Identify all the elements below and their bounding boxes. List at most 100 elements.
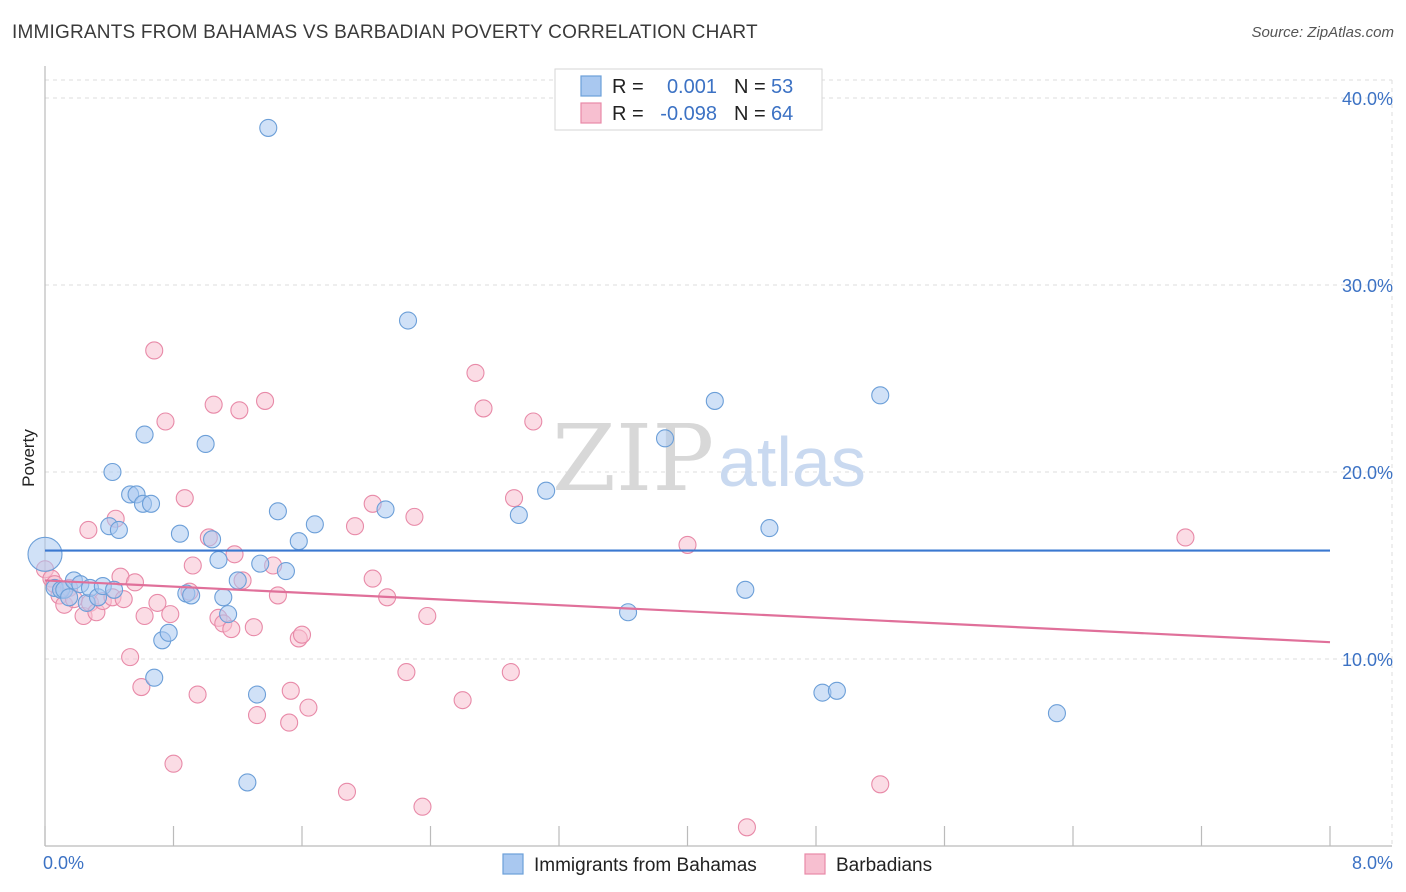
y-tick-label: 40.0% <box>1342 89 1393 109</box>
point-barbadians <box>871 775 890 794</box>
source-label: Source: ZipAtlas.com <box>1251 24 1394 41</box>
point-bahamas <box>203 530 222 549</box>
point-barbadians <box>204 395 223 414</box>
point-bahamas <box>276 562 295 581</box>
legend-r-value-a: 0.001 <box>667 76 717 98</box>
point-bahamas <box>145 668 164 687</box>
point-bahamas <box>398 311 418 330</box>
point-bahamas <box>238 773 257 792</box>
point-barbadians <box>175 489 194 508</box>
x-tick-label-max: 8.0% <box>1352 853 1393 873</box>
point-barbadians <box>299 698 318 717</box>
point-bahamas <box>228 571 247 590</box>
series-legend: Immigrants from Bahamas Barbadians <box>502 853 932 876</box>
legend-swatch-barbadians <box>580 102 602 124</box>
chart-title: IMMIGRANTS FROM BAHAMAS VS BARBADIAN POV… <box>12 22 758 43</box>
bottom-legend-label-barbadians: Barbadians <box>836 855 932 876</box>
y-tick-labels: 10.0% 20.0% 30.0% 40.0% <box>1342 89 1393 670</box>
point-barbadians <box>145 341 164 360</box>
point-barbadians <box>474 399 493 418</box>
point-bahamas <box>509 505 528 525</box>
point-barbadians <box>156 412 175 431</box>
point-barbadians <box>504 489 524 508</box>
point-bahamas <box>135 425 154 444</box>
y-tick-label: 10.0% <box>1342 650 1393 670</box>
point-barbadians <box>1176 528 1195 547</box>
legend-swatch-bahamas <box>580 75 602 97</box>
y-tick-label: 20.0% <box>1342 463 1393 483</box>
point-bahamas <box>251 554 270 573</box>
point-bahamas <box>209 550 228 569</box>
bottom-legend-label-bahamas: Immigrants from Bahamas <box>534 855 757 876</box>
point-barbadians <box>230 401 249 420</box>
point-barbadians <box>268 586 287 605</box>
correlation-legend: R = 0.001 N = 53 R = -0.098 N = 64 <box>554 68 823 131</box>
point-barbadians <box>281 681 300 700</box>
point-bahamas <box>214 588 233 607</box>
point-bahamas <box>219 605 238 624</box>
legend-n-label-a: N = <box>734 76 766 98</box>
point-barbadians <box>405 507 424 526</box>
watermark-zip: ZIP <box>552 405 714 512</box>
point-bahamas <box>305 515 324 534</box>
point-bahamas <box>760 519 779 538</box>
legend-r-label-b: R = <box>612 103 644 125</box>
point-barbadians <box>164 754 183 773</box>
point-bahamas <box>268 502 287 521</box>
point-bahamas <box>376 500 395 519</box>
point-barbadians <box>244 618 263 637</box>
point-barbadians <box>501 663 520 682</box>
point-barbadians <box>524 412 543 431</box>
point-barbadians <box>345 517 365 536</box>
point-bahamas <box>196 434 215 454</box>
point-bahamas <box>289 532 308 551</box>
trend-lines <box>44 549 1331 644</box>
point-barbadians <box>222 620 241 639</box>
point-barbadians <box>678 535 697 554</box>
point-bahamas <box>109 520 128 540</box>
point-barbadians <box>188 685 207 704</box>
point-barbadians <box>121 648 140 667</box>
bottom-legend-swatch-bahamas <box>502 853 524 875</box>
point-barbadians <box>363 569 382 588</box>
point-bahamas <box>259 118 278 137</box>
point-barbadians <box>132 677 151 697</box>
point-bahamas <box>1047 704 1066 723</box>
watermark-atlas: atlas <box>718 423 866 501</box>
point-barbadians <box>453 691 472 710</box>
point-barbadians <box>225 545 244 564</box>
point-barbadians <box>418 606 437 626</box>
point-bahamas <box>141 494 161 513</box>
point-bahamas <box>247 685 267 704</box>
legend-n-value-a: 53 <box>771 76 793 98</box>
point-bahamas <box>736 580 755 599</box>
point-bahamas <box>871 386 890 405</box>
point-barbadians <box>161 605 180 624</box>
legend-n-value-b: 64 <box>771 103 793 125</box>
point-bahamas <box>182 586 201 605</box>
point-barbadians <box>280 713 299 732</box>
point-bahamas <box>537 481 556 500</box>
point-bahamas <box>27 536 63 572</box>
trend-line-barbadians <box>44 579 1331 644</box>
point-barbadians <box>79 520 98 540</box>
point-bahamas <box>170 524 189 543</box>
point-barbadians <box>183 556 202 575</box>
legend-r-value-b: -0.098 <box>660 103 717 125</box>
point-bahamas <box>105 580 124 599</box>
x-tick-labels: 0.0% 8.0% <box>43 853 1393 873</box>
legend-n-label-b: N = <box>734 103 766 125</box>
point-barbadians <box>292 625 312 644</box>
point-barbadians <box>413 797 432 816</box>
point-barbadians <box>135 606 154 626</box>
watermark: ZIP atlas <box>552 405 866 512</box>
point-bahamas <box>827 681 846 700</box>
x-tick-label-min: 0.0% <box>43 853 84 873</box>
point-barbadians <box>256 391 275 410</box>
y-axis-label: Poverty <box>19 429 38 487</box>
point-barbadians <box>148 593 167 612</box>
point-barbadians <box>125 573 144 592</box>
series-bahamas <box>27 118 1066 792</box>
point-barbadians <box>466 363 485 382</box>
